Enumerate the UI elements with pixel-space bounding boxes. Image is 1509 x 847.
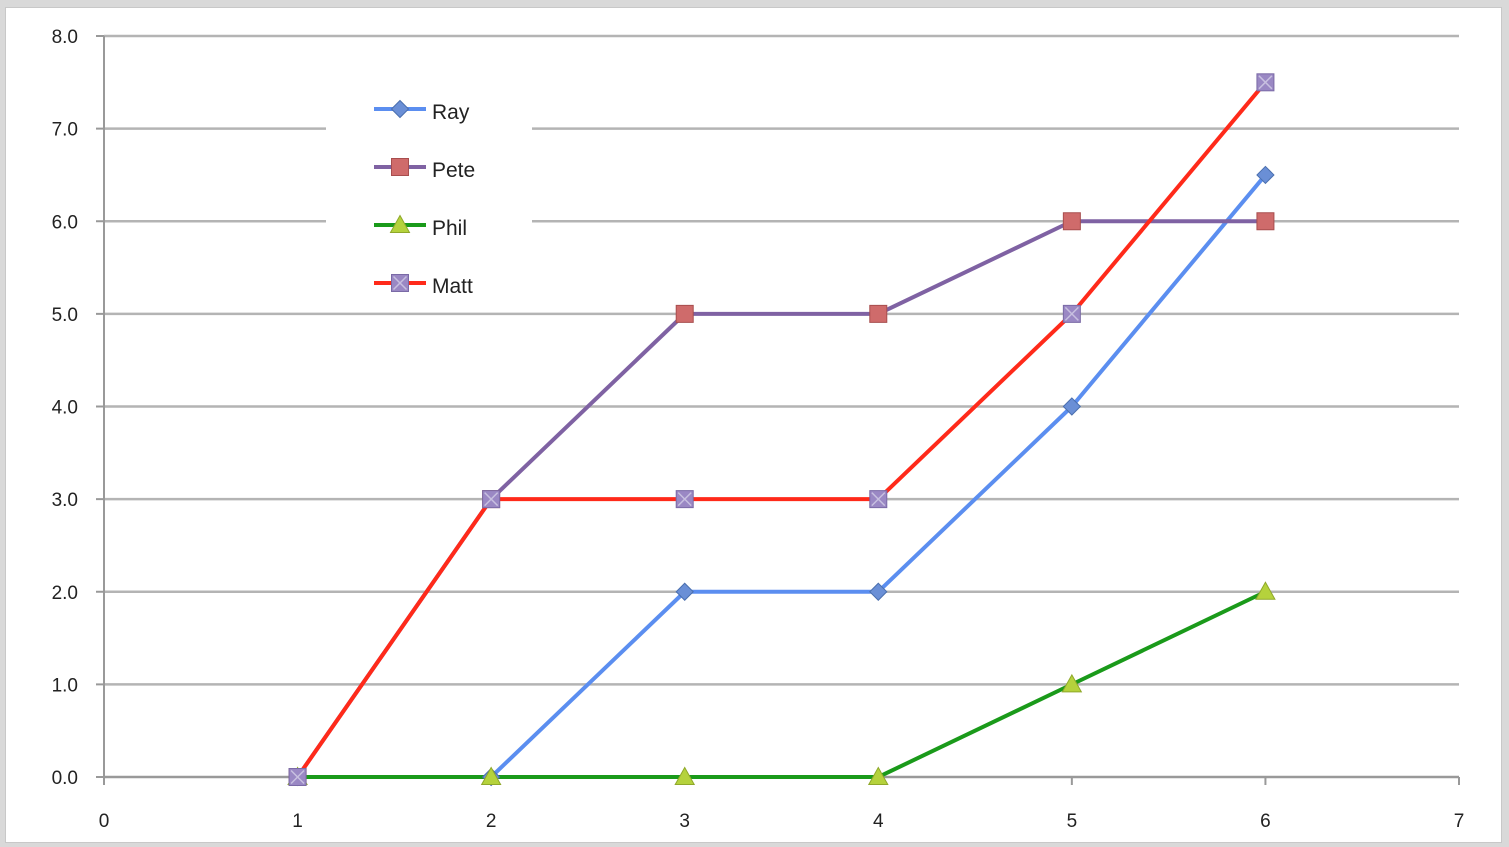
legend-item-phil: Phil [374, 214, 467, 240]
point-matt-3 [675, 490, 694, 509]
point-ray-5 [1062, 397, 1082, 416]
point-pete-3 [675, 304, 694, 323]
legend-label-phil: Phil [432, 217, 467, 240]
point-pete-4 [869, 304, 888, 323]
series-layer [287, 73, 1276, 787]
x-tick-label-7: 7 [1454, 811, 1465, 832]
series-line-matt [295, 81, 1267, 779]
y-tick-label-3: 3.0 [52, 490, 78, 511]
x-tick-label-6: 6 [1260, 811, 1271, 832]
point-phil-5 [1061, 673, 1083, 693]
y-tick-label-1: 1.0 [52, 675, 78, 696]
legend-marker-phil [389, 214, 411, 233]
point-ray-6 [1256, 165, 1275, 185]
point-ray-4 [869, 582, 888, 601]
x-tick-label-3: 3 [679, 811, 690, 832]
gridlines [104, 34, 1459, 686]
point-matt-6 [1256, 73, 1275, 92]
y-tick-label-4: 4.0 [52, 398, 78, 419]
series-line-phil [297, 589, 1267, 779]
point-matt-5 [1062, 304, 1081, 323]
point-phil-4 [867, 766, 889, 785]
point-matt-4 [869, 490, 888, 509]
point-ray-3 [675, 582, 694, 601]
y-tick-label-0: 0.0 [52, 768, 78, 789]
point-matt-1 [288, 768, 307, 786]
legend-label-matt: Matt [432, 275, 473, 298]
point-phil-2 [480, 766, 502, 785]
x-tick-label-5: 5 [1067, 811, 1078, 832]
point-pete-6 [1256, 212, 1275, 231]
legend-label-pete: Pete [432, 159, 475, 182]
legend-item-ray: Ray [374, 99, 470, 124]
point-pete-5 [1062, 212, 1081, 231]
y-tick-label-6: 6.0 [52, 212, 78, 233]
x-tick-label-2: 2 [486, 811, 497, 832]
y-axis-ticks: 0.0 1.0 2.0 3.0 4.0 5.0 6.0 7.0 8.0 [52, 27, 104, 789]
legend-marker-pete [391, 158, 409, 176]
chart-frame [5, 7, 1502, 843]
legend-label-ray: Ray [432, 101, 470, 124]
legend: Ray Pete Phil Matt [374, 99, 475, 298]
legend-item-matt: Matt [374, 274, 473, 298]
x-tick-label-0: 0 [99, 811, 110, 832]
y-tick-label-8: 8.0 [52, 27, 78, 48]
y-tick-label-7: 7.0 [52, 120, 78, 141]
point-matt-2 [482, 490, 501, 509]
x-tick-label-4: 4 [873, 811, 884, 832]
legend-marker-ray [390, 99, 410, 119]
legend-marker-matt [391, 274, 409, 292]
point-phil-3 [674, 766, 696, 785]
legend-background [326, 85, 532, 310]
x-tick-label-1: 1 [292, 811, 303, 832]
y-tick-label-2: 2.0 [52, 583, 78, 604]
legend-item-pete: Pete [374, 158, 475, 182]
y-tick-label-5: 5.0 [52, 305, 78, 326]
point-phil-6 [1255, 581, 1276, 600]
